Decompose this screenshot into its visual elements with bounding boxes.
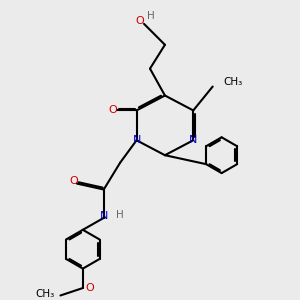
Text: CH₃: CH₃ xyxy=(35,289,55,299)
Text: N: N xyxy=(132,135,141,145)
Text: H: H xyxy=(147,11,154,20)
Text: H: H xyxy=(116,210,124,220)
Text: O: O xyxy=(135,16,144,26)
Text: O: O xyxy=(108,105,117,116)
Text: N: N xyxy=(100,212,108,221)
Text: N: N xyxy=(189,135,197,145)
Text: CH₃: CH₃ xyxy=(223,77,242,87)
Text: O: O xyxy=(85,283,94,293)
Text: O: O xyxy=(69,176,78,186)
